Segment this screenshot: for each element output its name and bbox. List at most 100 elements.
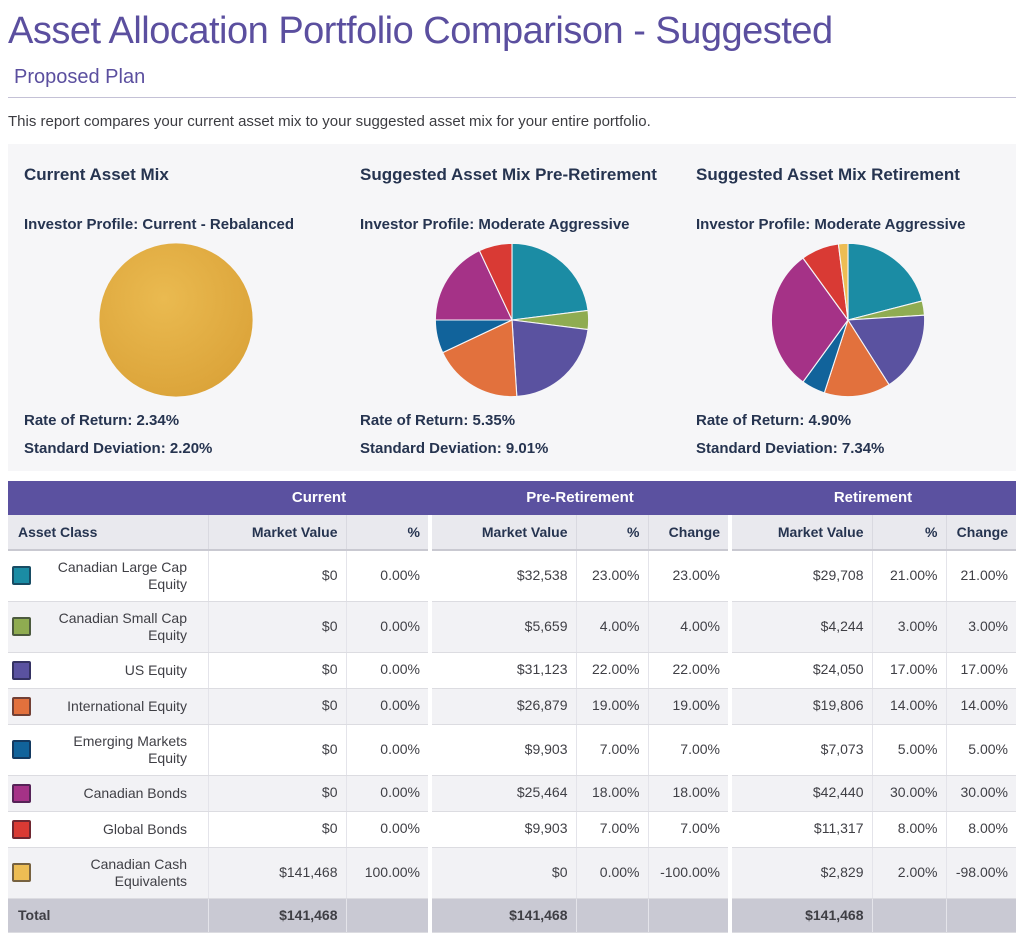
investor-profile: Investor Profile: Moderate Aggressive	[696, 215, 966, 233]
asset-class-label: International Equity	[67, 697, 187, 714]
value-cell: $2,829	[729, 847, 872, 899]
report-description: This report compares your current asset …	[8, 112, 651, 130]
rate-of-return: Rate of Return: 2.34%	[24, 411, 180, 429]
asset-class-label: Canadian Large Cap Equity	[57, 558, 187, 592]
column-header-asset-class: Asset Class	[8, 514, 208, 551]
page-title: Asset Allocation Portfolio Comparison - …	[8, 10, 833, 52]
table-row: Canadian Bonds $0 0.00% $25,464 18.00% 18.00%…	[8, 775, 1016, 812]
value-cell: 7.00%	[647, 724, 732, 776]
value-cell: -98.00%	[945, 847, 1016, 899]
value-cell: 2.00%	[871, 847, 946, 899]
pie-chart-retirement	[696, 239, 1000, 401]
panel-retirement-mix: Suggested Asset Mix Retirement Investor …	[680, 164, 1016, 457]
rate-of-return: Rate of Return: 5.35%	[360, 411, 516, 429]
empty-cell	[871, 898, 946, 933]
value-cell: $0	[207, 652, 346, 689]
value-cell: 0.00%	[345, 724, 432, 776]
value-cell: 22.00%	[575, 652, 648, 689]
value-cell: 30.00%	[945, 775, 1016, 812]
asset-color-swatch	[12, 617, 31, 637]
value-cell: 18.00%	[647, 775, 732, 812]
pie-chart-svg	[770, 242, 926, 397]
value-cell: 23.00%	[575, 549, 648, 602]
table-row: International Equity $0 0.00% $26,879 19.00%…	[8, 688, 1016, 725]
asset-class-label: US Equity	[124, 661, 187, 678]
asset-class-cell: Canadian Bonds	[8, 775, 208, 812]
value-cell: 21.00%	[945, 549, 1016, 602]
panel-pre-retirement-mix: Suggested Asset Mix Pre-Retirement Inves…	[344, 164, 680, 457]
column-header-change: Change	[945, 514, 1016, 551]
column-header-market-value: Market Value	[429, 514, 576, 551]
header-divider	[8, 96, 1016, 98]
column-header-row: Asset Class Market Value % Market Value …	[8, 514, 1016, 551]
total-row: Total $141,468 $141,468 $141,468	[8, 898, 1016, 933]
column-header-percent: %	[871, 514, 946, 551]
value-cell: 3.00%	[871, 601, 946, 653]
asset-class-label: Global Bonds	[102, 820, 187, 837]
total-current-market-value: $141,468	[207, 898, 346, 933]
empty-cell	[575, 898, 648, 933]
asset-class-label: Canadian Bonds	[83, 784, 187, 801]
column-header-percent: %	[575, 514, 648, 551]
pie-slice	[847, 242, 923, 321]
asset-color-swatch	[12, 696, 31, 716]
asset-class-cell: Emerging Markets Equity	[8, 724, 208, 776]
pie-chart-svg	[99, 243, 253, 397]
table-row: Canadian Large Cap Equity $0 0.00% $32,538 2…	[8, 549, 1016, 602]
asset-class-label: Canadian Cash Equivalents	[90, 855, 187, 889]
pie-slice	[99, 243, 253, 397]
value-cell: 14.00%	[871, 688, 946, 725]
value-cell: $29,708	[729, 549, 872, 602]
value-cell: 4.00%	[575, 601, 648, 653]
asset-class-cell: International Equity	[8, 688, 208, 725]
value-cell: 17.00%	[945, 652, 1016, 689]
page-subtitle: Proposed Plan	[14, 65, 146, 88]
asset-class-cell: Canadian Large Cap Equity	[8, 549, 208, 602]
value-cell: 14.00%	[945, 688, 1016, 725]
table-row: US Equity $0 0.00% $31,123 22.00% 22.00% $24,0…	[8, 652, 1016, 689]
value-cell: $0	[207, 775, 346, 812]
value-cell: 23.00%	[647, 549, 732, 602]
panel-heading: Suggested Asset Mix Pre-Retirement	[360, 164, 657, 184]
asset-color-swatch	[12, 740, 31, 760]
table-row: Global Bonds $0 0.00% $9,903 7.00% 7.00% $11,3…	[8, 811, 1016, 848]
value-cell: $25,464	[429, 775, 576, 812]
asset-class-label: Emerging Markets Equity	[73, 732, 187, 766]
asset-class-cell: Canadian Small Cap Equity	[8, 601, 208, 653]
value-cell: $26,879	[429, 688, 576, 725]
value-cell: 4.00%	[647, 601, 732, 653]
pie-chart-svg	[434, 242, 590, 397]
total-label: Total	[8, 898, 208, 933]
panel-heading: Suggested Asset Mix Retirement	[696, 164, 960, 184]
asset-color-swatch	[12, 783, 31, 803]
value-cell: 8.00%	[945, 811, 1016, 848]
panel-current-asset-mix: Current Asset Mix Investor Profile: Curr…	[8, 164, 344, 457]
group-header-pre-retirement: Pre-Retirement	[526, 489, 634, 507]
asset-class-label: Canadian Small Cap Equity	[58, 609, 187, 643]
group-header-retirement: Retirement	[833, 489, 913, 507]
asset-class-cell: Global Bonds	[8, 811, 208, 848]
value-cell: 0.00%	[345, 811, 432, 848]
asset-class-cell: Canadian Cash Equivalents	[8, 847, 208, 899]
pie-chart-pre-retirement	[360, 239, 664, 401]
value-cell: 17.00%	[871, 652, 946, 689]
empty-cell	[647, 898, 732, 933]
pie-slice	[511, 319, 589, 397]
standard-deviation: Standard Deviation: 9.01%	[360, 439, 549, 457]
column-header-percent: %	[345, 514, 432, 551]
column-header-market-value: Market Value	[729, 514, 872, 551]
total-pre-retirement-market-value: $141,468	[429, 898, 576, 933]
standard-deviation: Standard Deviation: 2.20%	[24, 439, 213, 457]
table-row: Canadian Small Cap Equity $0 0.00% $5,659 4.…	[8, 601, 1016, 653]
value-cell: $19,806	[729, 688, 872, 725]
value-cell: $4,244	[729, 601, 872, 653]
empty-cell	[945, 898, 1016, 933]
value-cell: $5,659	[429, 601, 576, 653]
value-cell: 0.00%	[345, 775, 432, 812]
value-cell: $9,903	[429, 811, 576, 848]
asset-color-swatch	[12, 660, 31, 680]
value-cell: $9,903	[429, 724, 576, 776]
value-cell: 30.00%	[871, 775, 946, 812]
value-cell: 3.00%	[945, 601, 1016, 653]
